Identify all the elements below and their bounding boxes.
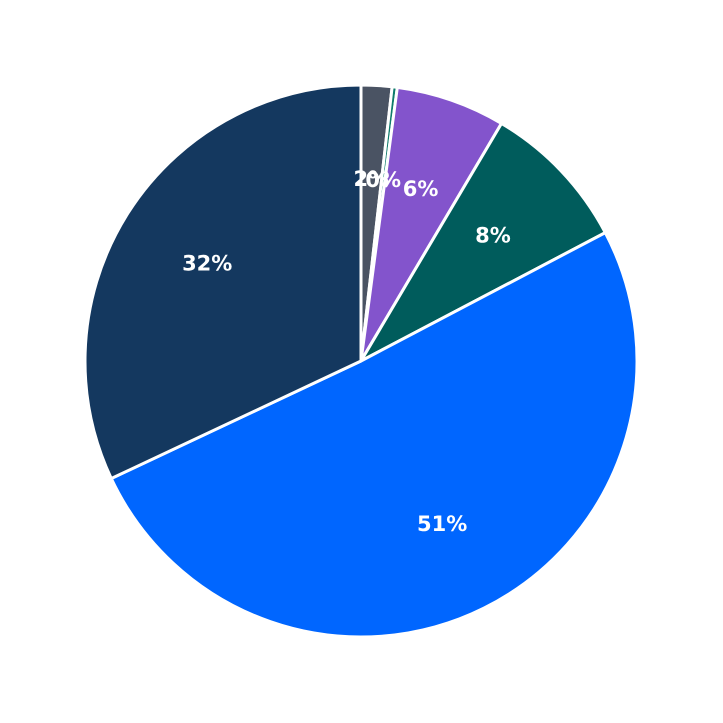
- pie-labels: 2%0% 6% 8% 51% 32%: [182, 167, 511, 536]
- slice-label-1: 0%: [365, 168, 401, 192]
- slice-label-5: 32%: [182, 251, 232, 275]
- slice-label-3: 8%: [475, 223, 511, 247]
- pie-slices: [83, 83, 639, 639]
- slice-label-2: 6%: [403, 177, 439, 201]
- slice-label-4: 51%: [417, 512, 467, 536]
- slice-label-0: 2%: [353, 167, 389, 191]
- pie-slice-2: [359, 85, 503, 363]
- pie-slice-4: [109, 231, 639, 639]
- pie-slice-5: [83, 83, 363, 481]
- pie-slice-3: [359, 121, 607, 363]
